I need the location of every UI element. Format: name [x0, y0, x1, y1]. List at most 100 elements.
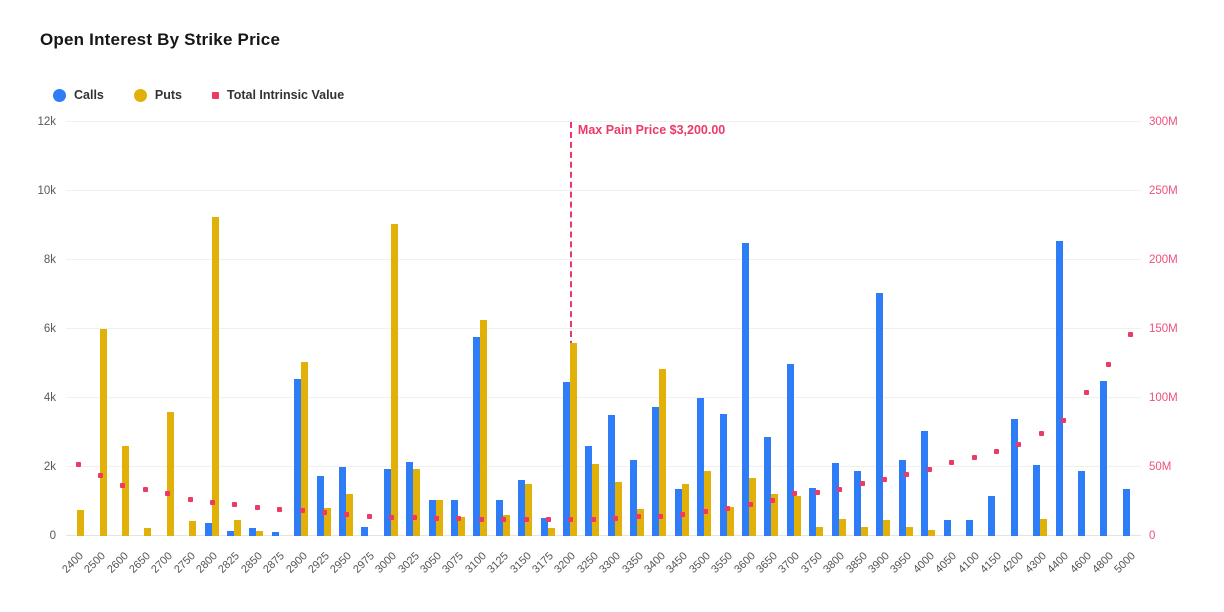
calls-bar-3125[interactable]	[495, 499, 503, 536]
calls-bar-3025[interactable]	[406, 461, 414, 536]
tiv-dot-2400[interactable]	[75, 461, 81, 467]
tiv-dot-4150[interactable]	[993, 449, 999, 455]
puts-bar-3900[interactable]	[883, 519, 891, 536]
calls-bar-2900[interactable]	[294, 379, 302, 536]
puts-bar-3050[interactable]	[435, 500, 443, 536]
calls-bar-4600[interactable]	[1078, 470, 1085, 536]
calls-bar-3800[interactable]	[831, 462, 839, 536]
calls-bar-4300[interactable]	[1033, 465, 1041, 536]
puts-bar-2825[interactable]	[233, 520, 241, 536]
puts-bar-4000[interactable]	[928, 530, 936, 536]
calls-bar-3200[interactable]	[562, 382, 570, 536]
tiv-dot-3075[interactable]	[456, 516, 462, 522]
tiv-dot-4200[interactable]	[1016, 442, 1022, 448]
puts-bar-3550[interactable]	[726, 507, 734, 536]
puts-bar-2650[interactable]	[144, 528, 152, 536]
tiv-dot-3025[interactable]	[411, 515, 417, 521]
tiv-dot-2800[interactable]	[210, 500, 216, 506]
calls-bar-4050[interactable]	[943, 520, 951, 536]
calls-bar-2875[interactable]	[271, 532, 279, 536]
tiv-dot-3400[interactable]	[657, 513, 663, 519]
tiv-dot-3850[interactable]	[859, 481, 865, 487]
puts-bar-3075[interactable]	[457, 517, 465, 536]
puts-bar-3300[interactable]	[614, 482, 622, 536]
calls-bar-3250[interactable]	[585, 445, 593, 536]
calls-bar-3900[interactable]	[876, 292, 884, 536]
calls-bar-4800[interactable]	[1100, 380, 1108, 536]
tiv-dot-3450[interactable]	[680, 511, 686, 517]
tiv-dot-3150[interactable]	[523, 516, 529, 522]
puts-bar-3600[interactable]	[749, 478, 757, 536]
tiv-dot-3800[interactable]	[837, 486, 843, 492]
tiv-dot-3600[interactable]	[747, 502, 753, 508]
puts-bar-3150[interactable]	[525, 483, 533, 536]
calls-bar-2825[interactable]	[226, 530, 234, 536]
calls-bar-4000[interactable]	[921, 431, 929, 536]
calls-bar-3300[interactable]	[607, 414, 615, 536]
tiv-dot-3950[interactable]	[904, 472, 910, 478]
puts-bar-3800[interactable]	[838, 518, 846, 536]
tiv-dot-2650[interactable]	[142, 487, 148, 493]
puts-bar-3000[interactable]	[390, 223, 398, 536]
calls-bar-3500[interactable]	[697, 398, 705, 536]
calls-bar-3600[interactable]	[742, 242, 750, 536]
calls-bar-3000[interactable]	[383, 468, 391, 536]
puts-bar-2700[interactable]	[166, 411, 174, 536]
puts-bar-3125[interactable]	[502, 515, 510, 536]
puts-bar-3350[interactable]	[637, 509, 645, 536]
tiv-dot-3650[interactable]	[769, 497, 775, 503]
calls-bar-3850[interactable]	[854, 470, 862, 536]
calls-bar-3700[interactable]	[786, 363, 794, 536]
tiv-dot-3100[interactable]	[478, 516, 484, 522]
calls-bar-2800[interactable]	[204, 522, 212, 536]
tiv-dot-3550[interactable]	[725, 505, 731, 511]
calls-bar-3350[interactable]	[630, 460, 638, 536]
puts-bar-3100[interactable]	[480, 320, 488, 536]
tiv-dot-3125[interactable]	[501, 516, 507, 522]
tiv-dot-4600[interactable]	[1083, 389, 1089, 395]
tiv-dot-2900[interactable]	[299, 508, 305, 514]
tiv-dot-4000[interactable]	[926, 467, 932, 473]
tiv-dot-3175[interactable]	[546, 516, 551, 522]
tiv-dot-2975[interactable]	[366, 513, 372, 519]
tiv-dot-3300[interactable]	[613, 516, 619, 522]
tiv-dot-3050[interactable]	[434, 515, 440, 521]
tiv-dot-3250[interactable]	[590, 516, 596, 522]
calls-bar-3550[interactable]	[719, 413, 727, 536]
calls-bar-5000[interactable]	[1122, 489, 1130, 536]
tiv-dot-4300[interactable]	[1038, 430, 1044, 436]
puts-bar-3500[interactable]	[704, 470, 712, 536]
puts-bar-3025[interactable]	[413, 468, 421, 536]
tiv-dot-4050[interactable]	[949, 460, 955, 466]
puts-bar-3700[interactable]	[793, 495, 801, 536]
puts-bar-3850[interactable]	[861, 527, 869, 536]
calls-bar-2925[interactable]	[316, 475, 324, 536]
calls-bar-3050[interactable]	[428, 500, 436, 536]
legend-item-total-intrinsic-value[interactable]: Total Intrinsic Value	[211, 88, 344, 102]
tiv-dot-2600[interactable]	[120, 483, 126, 489]
tiv-dot-2950[interactable]	[344, 512, 350, 518]
calls-bar-3150[interactable]	[518, 480, 526, 536]
puts-bar-3250[interactable]	[592, 463, 600, 536]
calls-bar-3650[interactable]	[764, 437, 772, 536]
tiv-dot-4800[interactable]	[1105, 362, 1111, 368]
puts-bar-2850[interactable]	[256, 530, 264, 536]
calls-bar-4150[interactable]	[988, 495, 996, 536]
puts-bar-3175[interactable]	[547, 527, 555, 536]
calls-bar-4400[interactable]	[1055, 241, 1063, 536]
tiv-dot-4400[interactable]	[1061, 418, 1067, 424]
puts-bar-3950[interactable]	[905, 527, 913, 536]
calls-bar-2975[interactable]	[361, 527, 369, 536]
puts-bar-2800[interactable]	[211, 216, 219, 536]
calls-bar-3075[interactable]	[450, 500, 458, 536]
puts-bar-3200[interactable]	[569, 342, 577, 536]
calls-bar-4200[interactable]	[1010, 418, 1018, 536]
tiv-dot-2500[interactable]	[98, 473, 104, 479]
puts-bar-2950[interactable]	[345, 493, 353, 536]
calls-bar-4100[interactable]	[966, 520, 974, 536]
tiv-dot-2825[interactable]	[232, 502, 238, 508]
legend-item-calls[interactable]: Calls	[53, 88, 104, 102]
tiv-dot-3900[interactable]	[881, 476, 887, 482]
tiv-dot-4100[interactable]	[971, 454, 977, 460]
puts-bar-2750[interactable]	[189, 521, 197, 536]
